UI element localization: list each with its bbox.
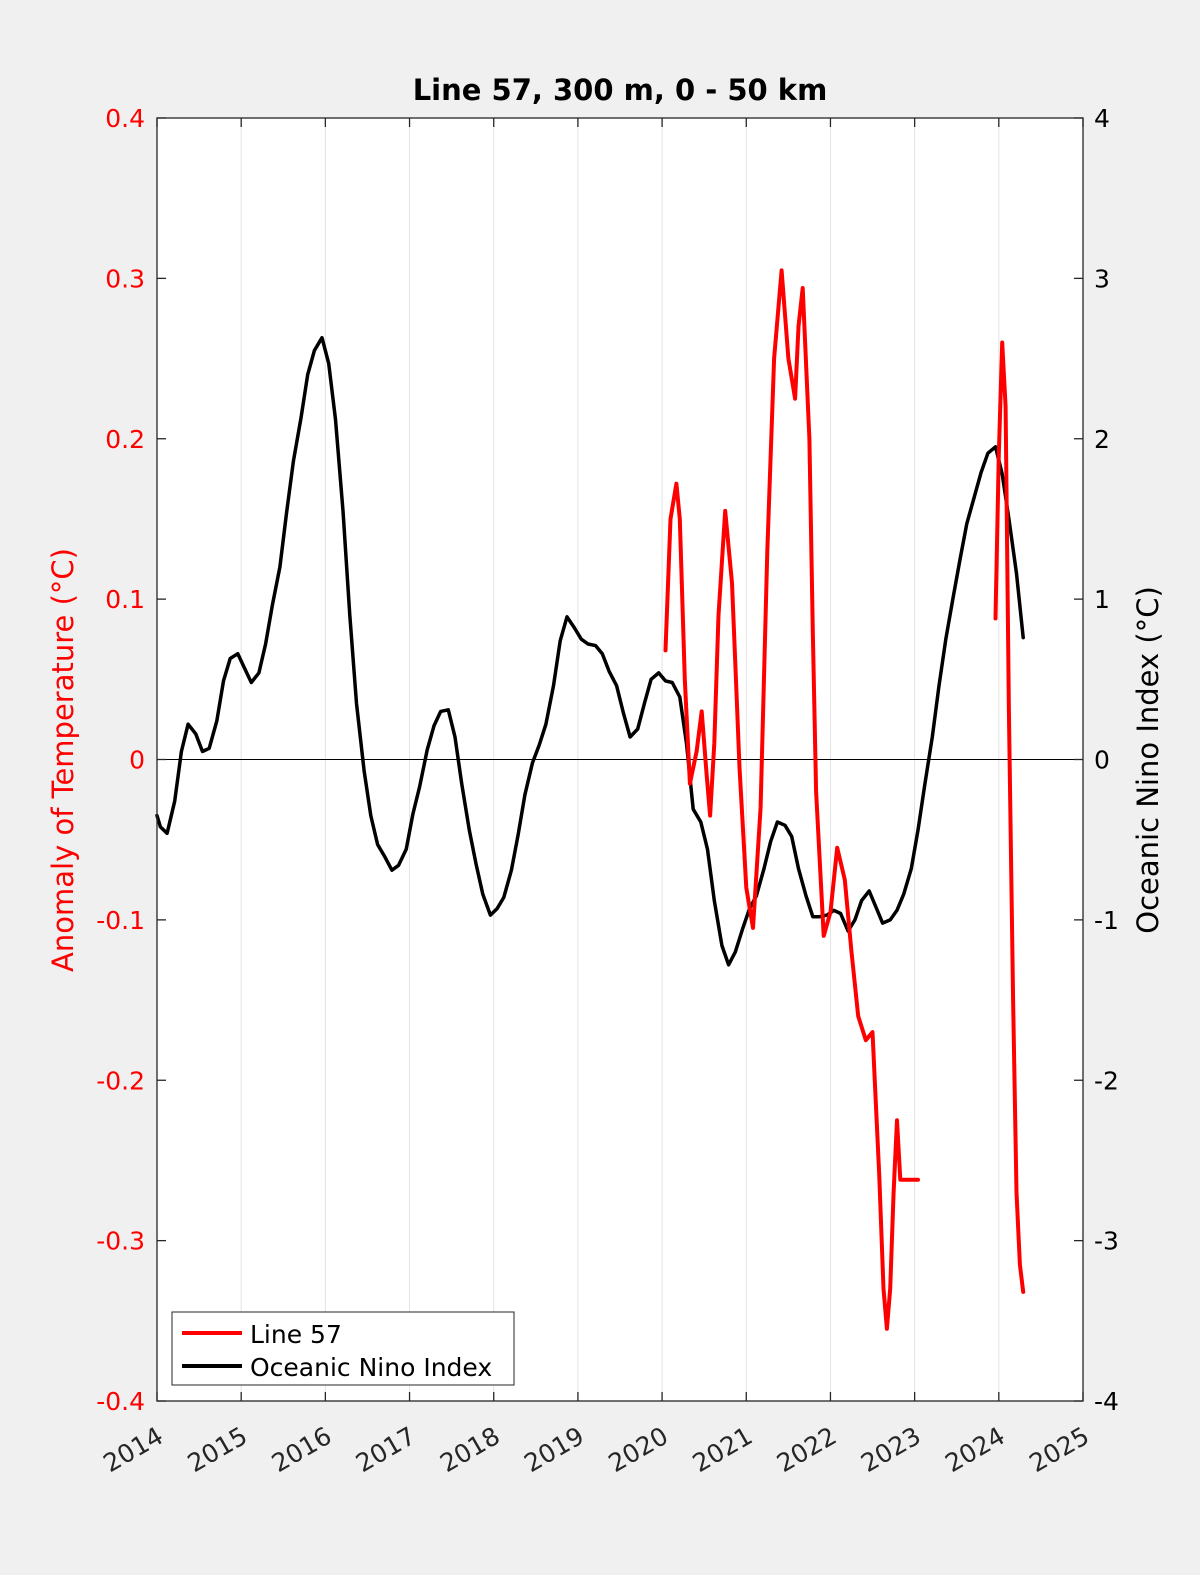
y-right-label: Oceanic Nino Index (°C) <box>1131 586 1165 934</box>
y-left-tick-label: 0.2 <box>105 425 145 454</box>
y-left-tick-label: 0.3 <box>105 264 145 293</box>
y-right-tick-label: 3 <box>1094 264 1110 293</box>
y-right-tick-label: 1 <box>1094 585 1110 614</box>
series-layer <box>155 268 1026 1331</box>
y-left-tick-label: -0.3 <box>96 1227 145 1256</box>
series-line-57-segment-2 <box>993 340 1026 1294</box>
y-right-tick-label: -1 <box>1094 906 1119 935</box>
y-left-tick-label: 0 <box>129 746 145 775</box>
y-right-tick-label: -2 <box>1094 1066 1119 1095</box>
y-left-label: Anomaly of Temperature (°C) <box>46 548 80 972</box>
legend: Line 57 Oceanic Nino Index <box>171 1311 515 1386</box>
chart-title: Line 57, 300 m, 0 - 50 km <box>413 73 828 107</box>
series-line-57-segment-1 <box>663 268 920 1331</box>
y-right-tick-label: -3 <box>1094 1227 1119 1256</box>
y-left-tick-label: -0.4 <box>96 1387 145 1416</box>
y-right-tick-label: 2 <box>1094 425 1110 454</box>
y-right-tick-label: 4 <box>1094 104 1110 133</box>
legend-box <box>171 1311 515 1386</box>
legend-oni-label: Oceanic Nino Index <box>250 1353 492 1382</box>
y-left-tick-label: 0.4 <box>105 104 145 133</box>
y-right-tick-label: -4 <box>1094 1387 1119 1416</box>
y-right-tick-label: 0 <box>1094 746 1110 775</box>
y-left-tick-label: -0.2 <box>96 1066 145 1095</box>
y-left-tick-label: 0.1 <box>105 585 145 614</box>
series-oceanic-nino-index-line <box>155 335 1025 967</box>
y-left-tick-label: -0.1 <box>96 906 145 935</box>
legend-line-57-label: Line 57 <box>250 1320 342 1349</box>
